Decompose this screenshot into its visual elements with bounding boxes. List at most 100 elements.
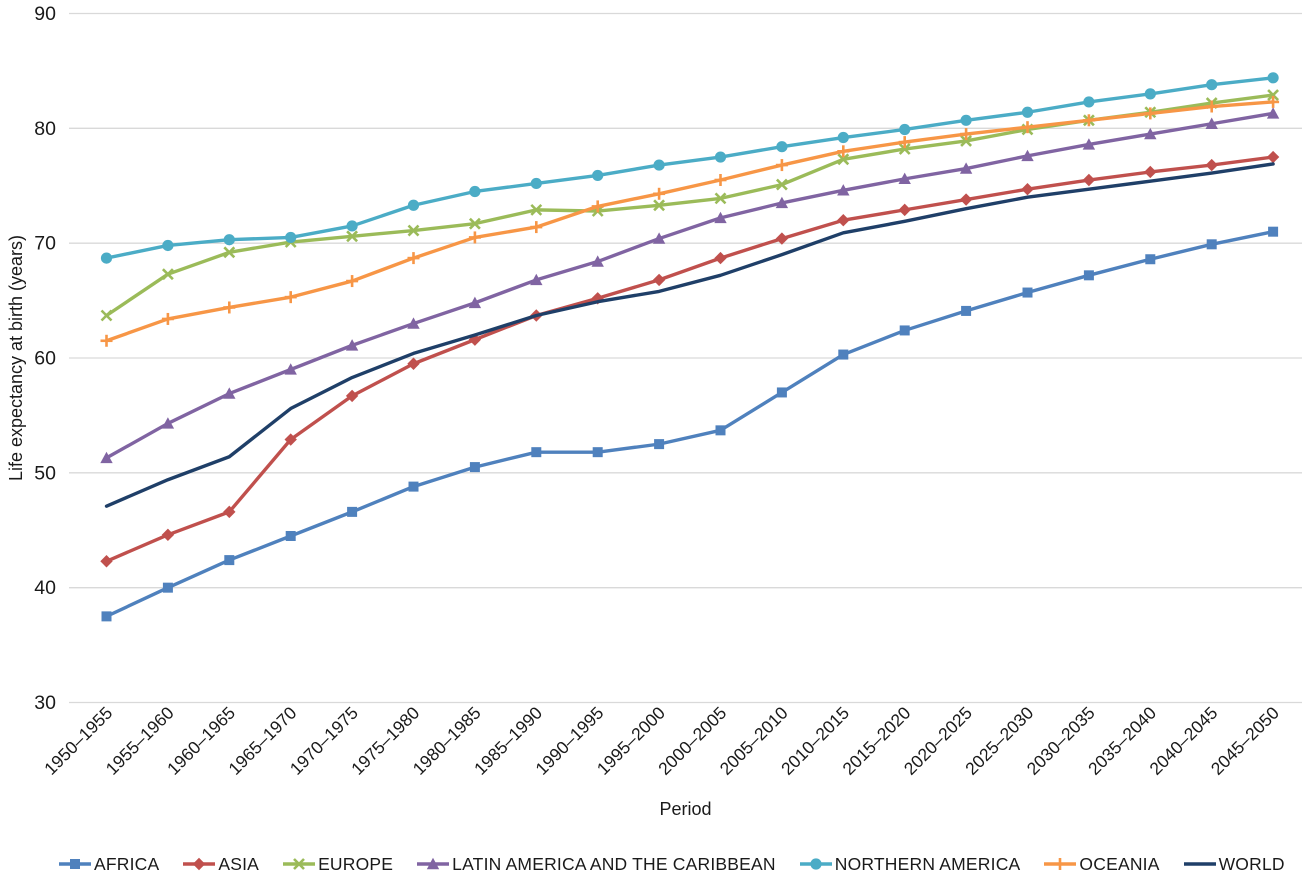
diamond-marker xyxy=(284,433,297,446)
circle-marker xyxy=(776,141,788,153)
circle-marker xyxy=(1144,88,1156,100)
square-marker xyxy=(531,447,542,458)
square-marker xyxy=(162,582,173,593)
legend-item-europe: EUROPE xyxy=(282,854,393,875)
legend-swatch-circle-icon xyxy=(799,858,832,870)
triangle-marker xyxy=(1144,127,1157,140)
legend-label: NORTHERN AMERICA xyxy=(834,853,1021,874)
y-tick-label-70: 70 xyxy=(34,233,56,255)
triangle-marker xyxy=(959,162,973,174)
series-line-world xyxy=(104,162,1275,508)
series-markers-africa xyxy=(101,226,1279,622)
line-chart-figure: 30 40 50 60 70 80 90 1950–1955 1955–1960 1960–196… xyxy=(6,3,1302,819)
series-markers-asia xyxy=(100,150,1280,568)
circle-marker xyxy=(1083,96,1095,108)
x-marker xyxy=(293,858,305,870)
diamond-marker xyxy=(714,251,727,265)
diamond-marker xyxy=(1266,150,1280,164)
x-marker xyxy=(223,246,236,259)
series-markers-oceania xyxy=(100,95,1280,347)
circle-marker xyxy=(346,220,358,232)
triangle-marker xyxy=(530,273,543,286)
circle-marker xyxy=(899,123,911,136)
legend-swatch-triangle-icon xyxy=(417,857,450,870)
diamond-marker xyxy=(193,857,206,871)
square-marker xyxy=(1268,226,1279,237)
circle-marker xyxy=(469,185,481,198)
x-marker xyxy=(898,143,911,155)
x-marker xyxy=(161,268,174,281)
x-marker xyxy=(346,230,359,243)
y-tick-label-80: 80 xyxy=(34,118,56,140)
square-marker xyxy=(347,506,358,517)
diamond-marker xyxy=(898,203,911,217)
triangle-marker xyxy=(714,211,727,224)
triangle-marker xyxy=(100,451,113,464)
square-marker xyxy=(961,305,972,316)
triangle-marker xyxy=(468,296,482,309)
triangle-marker xyxy=(426,857,440,870)
legend-label: OCEANIA xyxy=(1079,853,1160,874)
square-marker xyxy=(776,387,787,398)
legend-swatch-diamond-icon xyxy=(183,857,216,871)
series-line-asia xyxy=(104,155,1275,563)
y-tick-label-90: 90 xyxy=(34,3,56,25)
legend-label: ASIA xyxy=(218,853,260,874)
legend-swatch-square-icon xyxy=(59,859,91,869)
circle-marker xyxy=(223,234,235,246)
diamond-marker xyxy=(652,273,666,287)
circle-marker xyxy=(530,177,542,190)
diamond-marker xyxy=(1082,173,1096,187)
diamond-marker xyxy=(100,555,113,568)
x-marker xyxy=(714,192,727,205)
legend-swatch-plus-icon xyxy=(1044,858,1077,870)
x-marker xyxy=(837,153,850,166)
circle-marker xyxy=(837,131,849,144)
series-line-latin-america-and-the-caribbean xyxy=(104,111,1275,460)
circle-marker xyxy=(960,114,972,126)
series-markers-europe xyxy=(100,89,1280,322)
triangle-marker xyxy=(161,417,175,429)
x-marker xyxy=(1267,89,1280,101)
x-marker xyxy=(653,199,666,212)
circle-marker xyxy=(653,159,665,171)
triangle-marker xyxy=(837,184,850,196)
diamond-marker xyxy=(223,505,236,519)
diamond-marker xyxy=(1021,182,1034,196)
triangle-marker xyxy=(345,339,359,351)
x-marker xyxy=(407,224,420,237)
square-marker xyxy=(899,325,910,336)
legend-label: WORLD xyxy=(1218,853,1285,874)
circle-marker xyxy=(285,231,297,244)
square-marker xyxy=(654,439,665,450)
chart-legend: AFRICA ASIA EUROPE LATIN AMERICA AND THE CA… xyxy=(58,849,1304,879)
square-marker xyxy=(1206,239,1217,250)
triangle-marker xyxy=(284,363,297,375)
circle-marker xyxy=(714,151,727,163)
diamond-marker xyxy=(407,357,420,370)
series-markers-northern-america xyxy=(100,72,1279,264)
square-marker xyxy=(224,555,235,566)
legend-item-latin-america-and-the-caribbean: LATIN AMERICA AND THE CARIBBEAN xyxy=(416,854,776,875)
circle-marker xyxy=(1021,106,1034,118)
circle-marker xyxy=(1267,72,1279,84)
y-tick-label-60: 60 xyxy=(34,347,56,369)
circle-marker xyxy=(1206,79,1218,91)
y-tick-label-40: 40 xyxy=(34,577,56,599)
legend-item-africa: AFRICA xyxy=(58,854,159,875)
circle-marker xyxy=(100,252,113,264)
triangle-marker xyxy=(407,317,420,329)
diamond-marker xyxy=(775,232,789,245)
chart-canvas: 304050607080901950–19551955–19601960–196… xyxy=(6,3,1302,819)
legend-label: LATIN AMERICA AND THE CARIBBEAN xyxy=(452,853,776,874)
triangle-marker xyxy=(652,232,666,244)
square-marker xyxy=(285,530,296,541)
square-marker xyxy=(1083,270,1094,281)
legend-item-northern-america: NORTHERN AMERICA xyxy=(799,854,1021,875)
circle-marker xyxy=(592,169,604,182)
x-marker xyxy=(775,178,788,191)
x-marker xyxy=(468,217,481,230)
square-marker xyxy=(592,447,603,458)
legend-label: EUROPE xyxy=(318,853,394,874)
x-marker xyxy=(960,135,973,147)
